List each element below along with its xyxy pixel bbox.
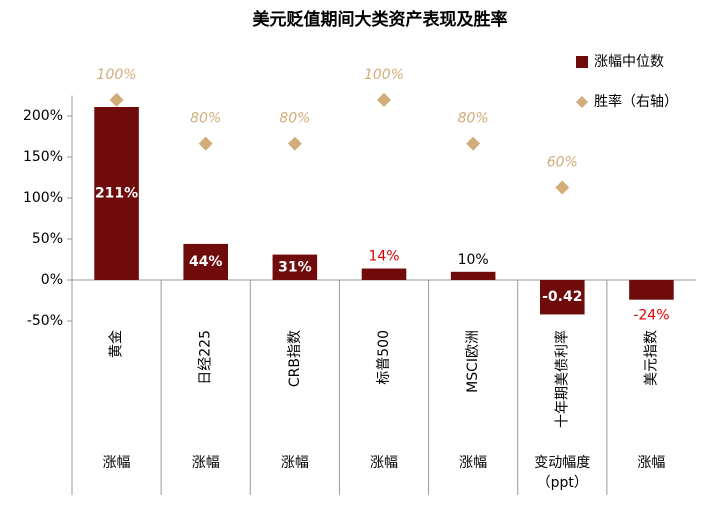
bar: [183, 243, 228, 280]
bar: [272, 254, 318, 280]
category-note: （ppt）: [537, 475, 588, 491]
legend-marker: [576, 96, 588, 108]
category-note: 涨幅: [637, 455, 665, 471]
data-label: 211%: [95, 185, 138, 201]
category-note: 涨幅: [370, 455, 398, 471]
x-tick-label: MSCI欧洲: [465, 330, 481, 393]
y-tick-label: 100%: [23, 190, 63, 206]
bar: [361, 268, 407, 280]
y-tick-label: 50%: [32, 231, 63, 247]
x-tick-label: 日经225: [198, 330, 214, 385]
chart-title: 美元贬值期间大类资产表现及胜率: [253, 9, 508, 30]
y-tick-label: -50%: [27, 313, 63, 329]
legend-label: 胜率（右轴）: [594, 93, 678, 110]
data-label: 10%: [458, 252, 489, 268]
x-tick-label: 标普500: [376, 330, 392, 385]
scatter-point: [287, 136, 302, 151]
bar: [629, 280, 674, 300]
data-label: -24%: [633, 308, 669, 324]
category-note: 涨幅: [459, 455, 487, 471]
data-label: 100%: [364, 67, 404, 83]
data-label: 80%: [279, 111, 310, 127]
legend-label: 涨幅中位数: [594, 54, 664, 70]
x-tick-label: 黄金: [108, 330, 125, 358]
category-note: 变动幅度: [534, 455, 590, 471]
scatter-point: [466, 136, 481, 151]
y-tick-label: 200%: [23, 108, 63, 124]
x-tick-label: 十年期美债利率: [553, 330, 570, 428]
category-note: 涨幅: [103, 455, 131, 471]
bar: [450, 271, 496, 280]
data-label: 80%: [190, 111, 221, 127]
x-tick-label: 美元指数: [643, 330, 659, 386]
y-tick-label: 0%: [41, 272, 63, 288]
scatter-point: [109, 92, 124, 107]
legend-swatch: [576, 56, 588, 68]
data-label: 100%: [97, 67, 137, 83]
scatter-point: [198, 136, 213, 151]
bar: [540, 280, 585, 315]
data-label: 44%: [189, 254, 223, 270]
scatter-point: [555, 180, 570, 195]
data-label: 80%: [458, 111, 489, 127]
data-label: -0.42: [542, 289, 582, 305]
category-note: 涨幅: [281, 455, 309, 471]
data-label: 31%: [278, 259, 312, 275]
category-note: 涨幅: [192, 455, 220, 471]
scatter-point: [377, 92, 391, 107]
bar: [94, 106, 139, 280]
data-label: 60%: [547, 154, 578, 170]
y-tick-label: 150%: [23, 149, 63, 165]
x-tick-label: CRB指数: [287, 330, 303, 387]
data-label: 14%: [368, 249, 399, 265]
